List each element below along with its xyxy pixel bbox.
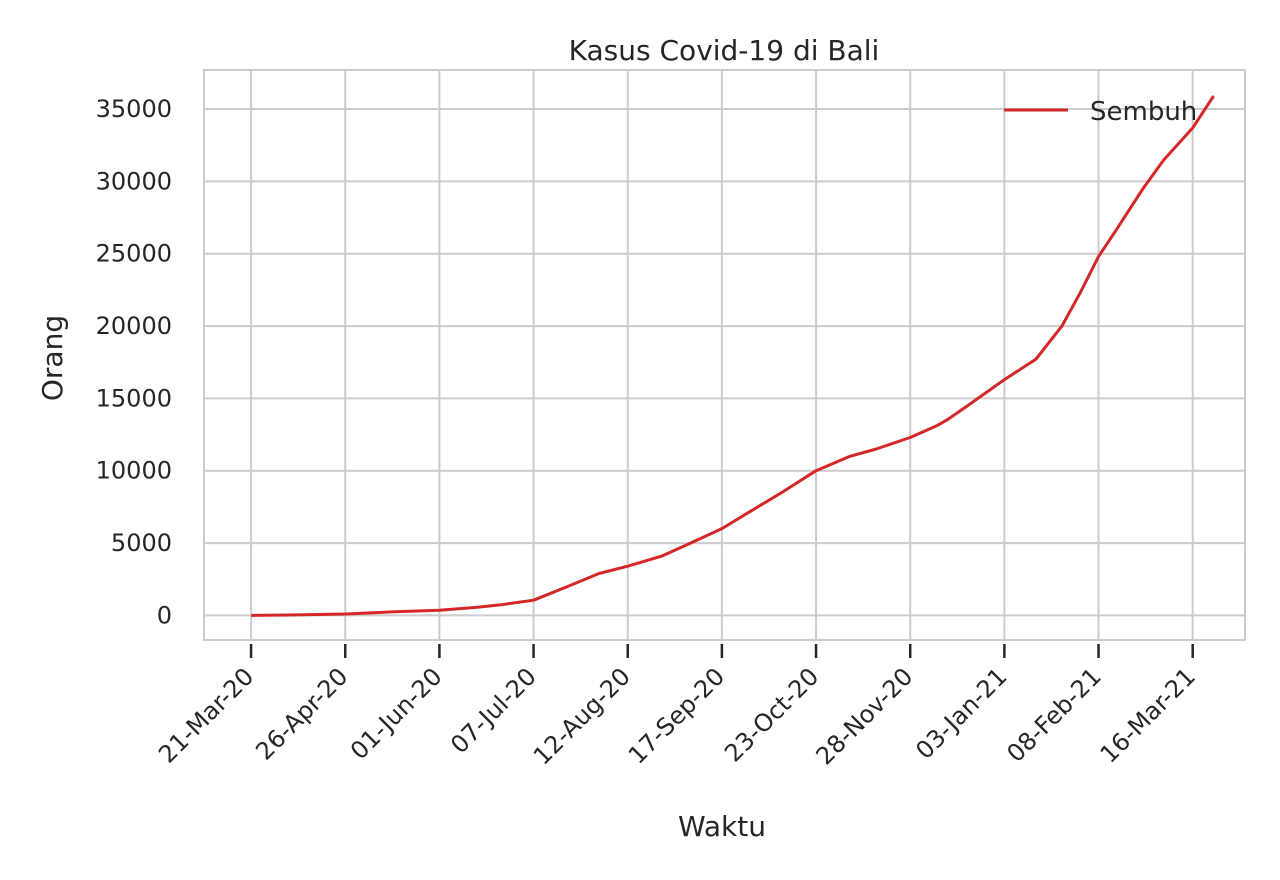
y-tick-label: 0 [157,601,172,629]
y-axis-label: Orang [36,315,69,401]
y-tick-label: 10000 [96,457,172,485]
y-tick-label: 15000 [96,384,172,412]
grid [204,70,1245,640]
y-tick-label: 30000 [96,167,172,195]
y-tick-label: 35000 [96,95,172,123]
series-line-sembuh [251,95,1215,617]
y-tick-label: 20000 [96,312,172,340]
legend: Sembuh [1004,97,1197,127]
plot-frame [203,69,1246,641]
y-tick-label: 25000 [96,240,172,268]
legend-label-sembuh: Sembuh [1090,97,1197,127]
x-axis-label: Waktu [678,810,766,843]
y-axis-ticks: 0 5000 10000 15000 20000 25000 30000 35000 [96,95,172,629]
chart-title: Kasus Covid-19 di Bali [569,34,880,67]
y-tick-label: 5000 [111,529,172,557]
series-layer [251,95,1215,617]
